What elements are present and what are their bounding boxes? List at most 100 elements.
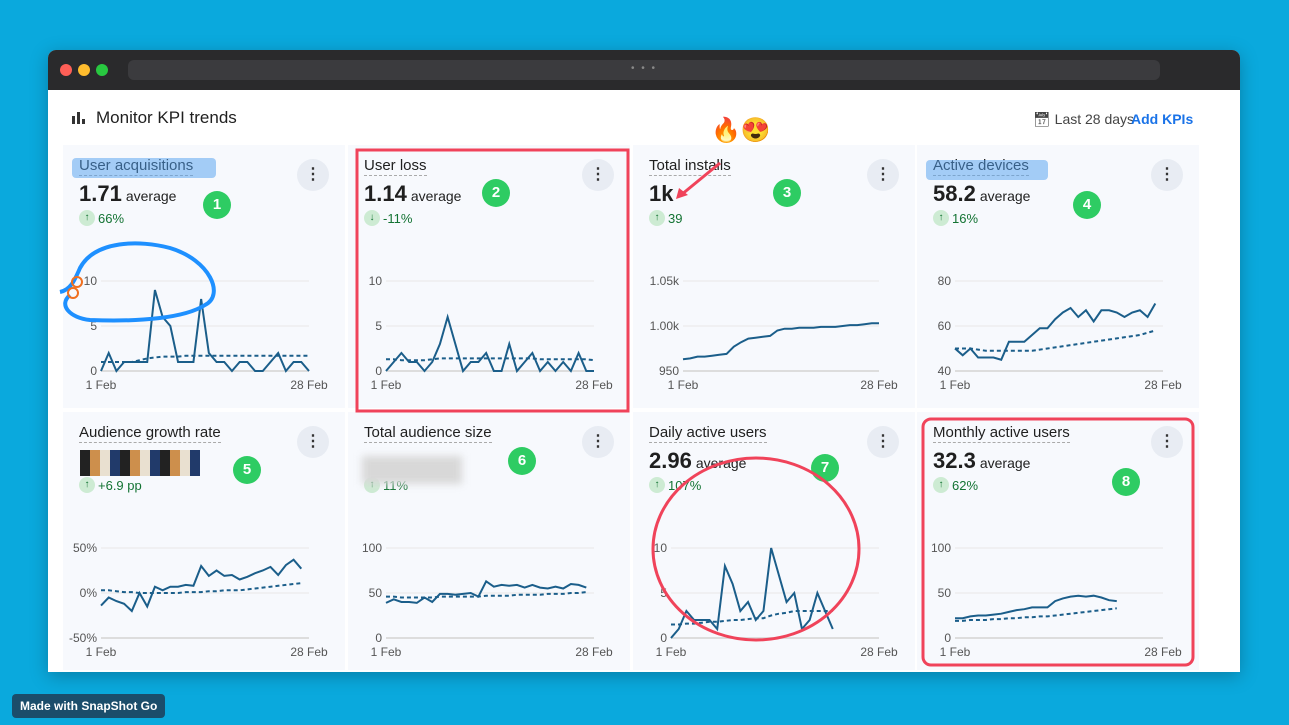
kpi-title[interactable]: Audience growth rate (79, 424, 221, 443)
minimize-window-button[interactable] (78, 64, 90, 76)
kpi-change-value: 62% (952, 477, 979, 493)
kpi-trend-chart: 40 60 80 1 Feb 28 Feb (938, 274, 1182, 392)
x-tick-label: 28 Feb (575, 378, 613, 392)
y-tick-label: 100 (362, 541, 382, 555)
kpi-trend-chart: -50% 0% 50% 1 Feb 28 Feb (69, 541, 328, 659)
more-options-button[interactable]: ⋮ (297, 426, 329, 458)
highlight-annotation (926, 160, 1048, 180)
number-badge: 1 (203, 191, 231, 219)
pixelated-redaction (80, 450, 200, 476)
kpi-change: ↑ +6.9 pp (79, 477, 142, 493)
more-options-button[interactable]: ⋮ (582, 426, 614, 458)
kpi-trend-chart: 0 50 100 1 Feb 28 Feb (931, 541, 1182, 659)
kpi-change: ↑ 62% (933, 477, 978, 493)
y-tick-label: -50% (69, 631, 97, 645)
kpi-change-value: 16% (952, 210, 979, 226)
kpi-title[interactable]: Daily active users (649, 424, 767, 443)
y-tick-label: 5 (660, 586, 667, 600)
kpi-trend-chart: 0 5 10 1 Feb 28 Feb (369, 274, 613, 392)
y-tick-label: 0 (90, 364, 97, 378)
y-tick-label: 0 (375, 631, 382, 645)
kpi-card[interactable]: User loss 1.14 average ↓ -11% ⋮ 2 0 5 10 1 Feb… (348, 145, 630, 408)
x-tick-label: 1 Feb (668, 378, 699, 392)
kpi-title[interactable]: Monthly active users (933, 424, 1070, 443)
kpi-title[interactable]: Total installs (649, 157, 731, 176)
baseline-series-line (386, 591, 587, 599)
actual-series-line (955, 594, 1117, 620)
kpi-value-suffix: average (125, 188, 177, 204)
kpi-card[interactable]: Daily active users 2.96 average ↑ 107% ⋮ 7… (633, 412, 915, 670)
kpi-trend-chart: 0 5 10 1 Feb 28 Feb (84, 274, 328, 392)
watermark-label: Made with SnapShot Go (12, 694, 166, 718)
x-tick-label: 1 Feb (940, 645, 971, 659)
x-tick-label: 28 Feb (290, 378, 328, 392)
more-options-button[interactable]: ⋮ (297, 159, 329, 191)
kpi-card[interactable]: Total audience size ↑ 11% ⋮ 6 0 50 100 1 Feb 2… (348, 412, 630, 670)
baseline-series-line (955, 329, 1156, 352)
date-range-selector[interactable]: 📅︎ Last 28 days (1033, 111, 1134, 128)
kpi-card[interactable]: Total installs 1k ↑ 39 ⋮ 3 950 1.00k 1.05k 1 … (633, 145, 915, 408)
number-badge: 4 (1073, 191, 1101, 219)
number-badge: 6 (508, 447, 536, 475)
kpi-value: 2.96 average (649, 448, 746, 474)
y-tick-label: 10 (369, 274, 383, 288)
arrow-down-icon: ↓ (364, 210, 380, 226)
blurred-redaction (362, 456, 462, 484)
emoji-annotation: 🔥😍 (711, 117, 771, 144)
date-range-label: Last 28 days (1054, 111, 1135, 127)
kpi-value: 58.2 average (933, 181, 1030, 207)
kpi-value-suffix: average (979, 188, 1031, 204)
kpi-title[interactable]: Total audience size (364, 424, 492, 443)
more-options-button[interactable]: ⋮ (582, 159, 614, 191)
y-tick-label: 60 (938, 319, 952, 333)
maximize-window-button[interactable] (96, 64, 108, 76)
page-title: Monitor KPI trends (96, 108, 237, 127)
kpi-change-value: 107% (668, 477, 702, 493)
kpi-value-number: 1.71 (79, 181, 122, 206)
kpi-card[interactable]: Monthly active users 32.3 average ↑ 62% ⋮ … (917, 412, 1199, 670)
more-options-button[interactable]: ⋮ (867, 159, 899, 191)
close-window-button[interactable] (60, 64, 72, 76)
kpi-value-number: 32.3 (933, 448, 976, 473)
y-tick-label: 80 (938, 274, 952, 288)
more-options-button[interactable]: ⋮ (867, 426, 899, 458)
url-bar[interactable]: • • • (128, 60, 1160, 80)
y-tick-label: 1.05k (650, 274, 680, 288)
calendar-icon: 📅︎ (1033, 111, 1051, 127)
more-options-button[interactable]: ⋮ (1151, 426, 1183, 458)
kpi-value: 1.14 average (364, 181, 461, 207)
kpi-title[interactable]: User loss (364, 157, 427, 176)
y-tick-label: 1.00k (650, 319, 680, 333)
x-tick-label: 28 Feb (1144, 378, 1182, 392)
add-kpis-button[interactable]: Add KPIs (1131, 111, 1194, 127)
kpi-trend-chart: 0 50 100 1 Feb 28 Feb (362, 541, 613, 659)
x-tick-label: 28 Feb (860, 645, 898, 659)
y-tick-label: 5 (375, 319, 382, 333)
kpi-value-number: 2.96 (649, 448, 692, 473)
kpi-trend-chart: 950 1.00k 1.05k 1 Feb 28 Feb (650, 274, 898, 392)
kpi-change-value: +6.9 pp (98, 477, 142, 493)
x-tick-label: 1 Feb (656, 645, 687, 659)
x-tick-label: 1 Feb (371, 378, 402, 392)
baseline-series-line (101, 582, 302, 594)
title-bar: • • • (48, 50, 1240, 90)
kpi-value-number: 1k (649, 181, 674, 206)
kpi-value: 32.3 average (933, 448, 1030, 474)
y-tick-label: 5 (90, 319, 97, 333)
number-badge: 7 (811, 454, 839, 482)
more-options-button[interactable]: ⋮ (1151, 159, 1183, 191)
arrow-up-icon: ↑ (649, 210, 665, 226)
actual-series-line (100, 289, 310, 373)
arrow-up-icon: ↑ (79, 477, 95, 493)
kpi-value-suffix: average (979, 455, 1031, 471)
highlight-annotation (72, 158, 216, 178)
arrow-up-icon: ↑ (649, 477, 665, 493)
kpi-value-suffix: average (410, 188, 462, 204)
kpi-value-number: 58.2 (933, 181, 976, 206)
x-tick-label: 28 Feb (290, 645, 328, 659)
kpi-change-value: 39 (668, 210, 683, 226)
y-tick-label: 10 (84, 274, 98, 288)
y-tick-label: 950 (659, 364, 679, 378)
